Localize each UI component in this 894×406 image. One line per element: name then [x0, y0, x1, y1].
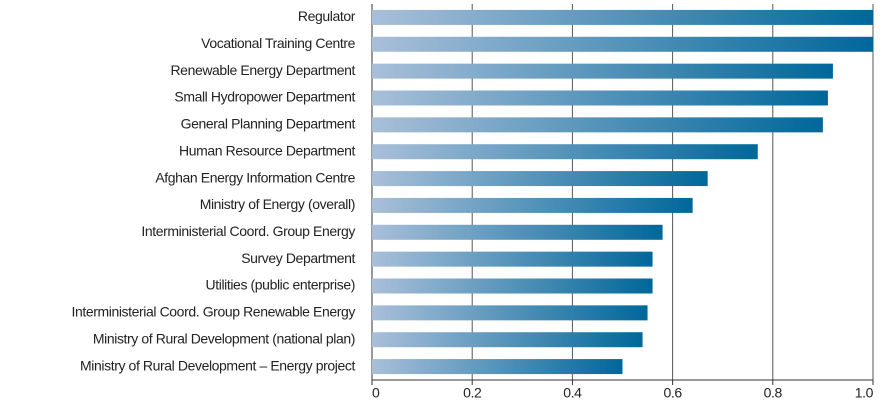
- y-tick-label: Survey Department: [241, 250, 355, 266]
- bar: [372, 278, 653, 294]
- bar: [372, 224, 663, 240]
- y-tick-label: Renewable Energy Department: [170, 62, 355, 78]
- x-tick-label: 0.2: [463, 385, 482, 401]
- bar: [372, 117, 823, 133]
- bar: [372, 144, 758, 160]
- bar: [372, 251, 653, 267]
- x-tick-label: 0.4: [563, 385, 582, 401]
- y-tick-label: Small Hydropower Department: [174, 89, 355, 105]
- x-tick-label: 0.6: [663, 385, 682, 401]
- y-tick-label: Interministerial Coord. Group Energy: [141, 223, 355, 239]
- x-tick-label: 0.8: [764, 385, 783, 401]
- bar: [372, 359, 623, 375]
- x-tick-label: 1.0: [855, 385, 874, 401]
- y-tick-label: Vocational Training Centre: [201, 35, 355, 51]
- y-tick-label: Ministry of Rural Development – Energy p…: [80, 357, 355, 373]
- bar: [372, 36, 873, 52]
- y-tick-label: Afghan Energy Information Centre: [155, 169, 355, 185]
- y-tick-label: Human Resource Department: [179, 142, 355, 158]
- y-tick-label: Interministerial Coord. Group Renewable …: [71, 304, 355, 320]
- y-tick-label: Regulator: [298, 8, 356, 24]
- bar: [372, 90, 828, 106]
- y-tick-label: Utilities (public enterprise): [206, 277, 355, 293]
- y-tick-label: Ministry of Rural Development (national …: [93, 330, 355, 346]
- bar: [372, 305, 648, 321]
- bar: [372, 332, 643, 348]
- y-tick-label: Ministry of Energy (overall): [200, 196, 355, 212]
- y-tick-label: General Planning Department: [181, 116, 356, 132]
- bar: [372, 171, 708, 187]
- bar: [372, 197, 693, 213]
- bar: [372, 9, 873, 25]
- bar: [372, 63, 833, 79]
- x-tick-label: 0: [372, 385, 380, 401]
